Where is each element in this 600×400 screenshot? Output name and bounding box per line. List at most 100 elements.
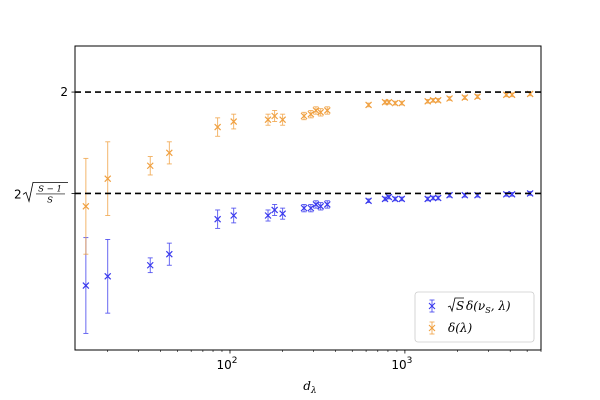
marker-stroke [279, 116, 287, 124]
marker-stroke [424, 97, 432, 105]
marker-stroke [312, 201, 320, 208]
marker-stroke [82, 282, 90, 289]
data-point [271, 112, 279, 120]
marker-stroke [461, 94, 469, 102]
data-point [307, 204, 315, 212]
legend-entry: δ(λ) [428, 321, 473, 335]
marker-stroke [434, 194, 442, 202]
data-point [317, 108, 325, 116]
data-point [424, 195, 432, 203]
marker-stroke [391, 99, 399, 107]
data-point [385, 98, 393, 106]
data-point [279, 116, 287, 124]
marker-stroke [317, 108, 325, 116]
data-point [214, 215, 222, 223]
marker-stroke [502, 190, 510, 198]
marker-stroke [429, 96, 437, 104]
data-point [365, 197, 373, 205]
x-tick-label: 102 [216, 356, 237, 372]
data-point [104, 272, 112, 280]
data-point [398, 195, 406, 203]
x-axis: 102 103 [107, 350, 542, 372]
marker-stroke [398, 99, 406, 107]
marker-stroke [385, 193, 393, 201]
marker-stroke [385, 98, 393, 106]
marker-stroke [398, 195, 406, 203]
marker-stroke [381, 195, 389, 203]
legend-sqrt-sign [447, 297, 464, 313]
data-point [307, 110, 315, 118]
marker-stroke [307, 204, 315, 212]
legend-marker-stroke [428, 324, 436, 332]
marker-stroke [429, 194, 437, 202]
marker-stroke [323, 107, 331, 114]
data-point [82, 202, 90, 210]
data-point [424, 97, 432, 105]
y-tick-label: 2 S − 1S [14, 181, 68, 205]
marker-stroke [446, 191, 453, 199]
data-point [429, 194, 437, 202]
legend-label: δ(νS, λ) [466, 299, 511, 315]
marker-stroke [264, 212, 272, 219]
y-tick-label: 2 [60, 85, 68, 99]
marker-stroke [424, 195, 432, 203]
data-point [508, 190, 516, 198]
marker-stroke [526, 90, 534, 98]
y-axis: 2 2 S − 1S [14, 85, 75, 205]
series-2 [82, 90, 534, 255]
marker-stroke [165, 149, 173, 157]
data-point [230, 212, 238, 219]
data-point [146, 261, 154, 269]
data-point [461, 94, 469, 102]
marker-stroke [508, 91, 516, 99]
legend-label: δ(λ) [448, 321, 473, 335]
data-point [146, 162, 154, 170]
marker-stroke [365, 197, 373, 205]
data-point [317, 202, 325, 210]
data-point [381, 195, 389, 203]
reference-lines [75, 91, 541, 195]
data-point [429, 96, 437, 104]
x-axis-label: dλ [303, 379, 316, 396]
data-point [385, 193, 393, 201]
data-point [446, 95, 453, 102]
data-point [312, 107, 320, 114]
marker-stroke [365, 101, 373, 109]
x-tick-label: 103 [391, 356, 412, 372]
marker-stroke [146, 261, 154, 269]
marker-stroke [446, 95, 453, 102]
data-point [323, 201, 331, 208]
marker-stroke [300, 112, 308, 120]
legend-marker [428, 321, 436, 335]
data-point [434, 96, 442, 104]
marker-stroke [317, 202, 325, 210]
marker-stroke [214, 123, 222, 131]
y-tick-label-prefix: 2 [14, 187, 22, 201]
data-point [365, 101, 373, 109]
marker-stroke [434, 96, 442, 104]
marker-stroke [312, 107, 320, 114]
fraction-denominator: S [47, 195, 53, 205]
data-point [300, 204, 308, 212]
data-point [300, 112, 308, 120]
legend-marker [428, 299, 436, 313]
sqrt-sign [22, 181, 68, 203]
marker-stroke [230, 212, 238, 219]
marker-stroke [230, 118, 238, 125]
legend-sqrt-arg: S [456, 299, 464, 313]
data-point [391, 195, 399, 203]
data-point [434, 194, 442, 202]
marker-stroke [271, 206, 279, 214]
data-point [214, 123, 222, 131]
data-point [82, 282, 90, 289]
fraction-numerator: S − 1 [38, 184, 62, 194]
data-point [264, 212, 272, 219]
marker-stroke [104, 272, 112, 280]
marker-stroke [474, 93, 481, 101]
marker-stroke [300, 204, 308, 212]
marker-stroke [82, 202, 90, 210]
marker-stroke [307, 110, 315, 118]
data-point [271, 206, 279, 214]
